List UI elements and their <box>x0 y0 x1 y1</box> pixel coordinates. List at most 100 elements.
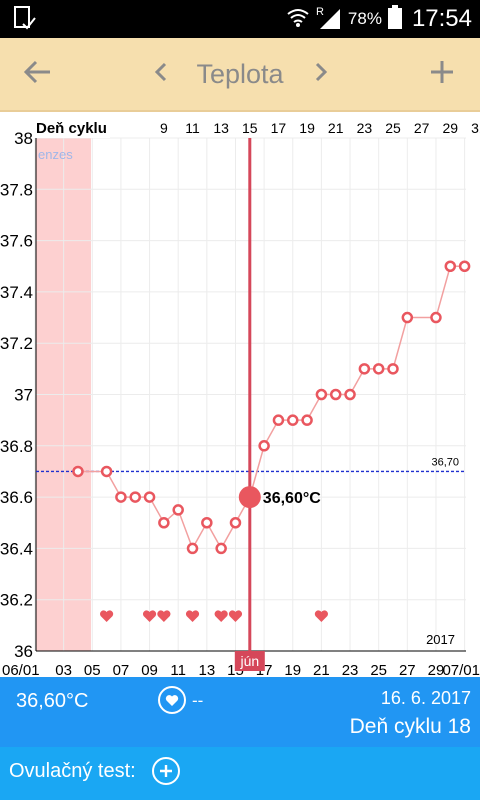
data-point <box>129 491 141 503</box>
cycle-tick-label: 23 <box>357 120 373 136</box>
y-tick-label: 37 <box>14 386 33 405</box>
cycle-tick-label: 9 <box>160 120 168 136</box>
battery-icon <box>387 5 402 33</box>
cycle-tick-label: 31 <box>471 120 480 136</box>
add-ovulation-test-button[interactable] <box>152 757 180 785</box>
date-tick-label: 27 <box>399 662 416 677</box>
cycle-tick-label: 27 <box>414 120 430 136</box>
coverline-label: 36,70 <box>431 456 459 468</box>
back-button[interactable] <box>14 38 62 110</box>
data-point <box>329 388 342 401</box>
roaming-label: R <box>316 6 324 18</box>
temperature-chart[interactable]: enzes 36 36.2 36.4 36.6 36.8 37 37.2 37.4 37.6 37.… <box>0 112 480 679</box>
y-tick-label: 36.8 <box>0 437 33 456</box>
selected-data-point <box>238 486 261 509</box>
data-point <box>215 542 227 555</box>
battery-percent: 78% <box>347 9 382 28</box>
y-tick-label: 37.6 <box>0 232 33 251</box>
cycle-label-bg <box>34 116 110 138</box>
ovulation-test-bar: Ovulačný test: <box>0 747 480 800</box>
data-point <box>358 363 371 375</box>
date-tick-label: 25 <box>370 662 387 677</box>
y-tick-label: 37.4 <box>0 283 33 302</box>
date-tick-label: 11 <box>170 662 186 677</box>
data-point <box>143 491 156 503</box>
data-point <box>229 517 242 529</box>
selected-point-label: 36,60°C <box>263 490 321 507</box>
data-point <box>272 414 285 426</box>
date-tick-label: 13 <box>198 662 215 677</box>
intercourse-value: -- <box>192 691 204 710</box>
data-point <box>458 260 471 272</box>
data-point <box>444 260 457 272</box>
data-point <box>401 311 414 324</box>
month-marker-label: jún <box>239 653 259 669</box>
y-tick-label: 37.2 <box>0 334 33 353</box>
cycle-tick-label: 15 <box>242 120 258 136</box>
data-point <box>201 517 213 529</box>
year-label: 2017 <box>426 632 455 647</box>
date-tick-label: 06/01 <box>2 662 40 677</box>
heart-icon <box>314 610 329 622</box>
page-title: Teplota <box>196 58 284 89</box>
heart-icon <box>228 610 243 622</box>
data-point <box>100 465 113 478</box>
prev-period-button[interactable] <box>146 38 176 110</box>
y-tick-label: 37.8 <box>0 180 33 199</box>
data-point <box>315 388 328 401</box>
cycle-tick-label: 17 <box>271 120 287 136</box>
date-tick-label: 21 <box>313 662 330 677</box>
date-tick-label: 07/01 <box>442 662 480 677</box>
chevron-right-icon <box>314 62 328 86</box>
cycle-tick-label: 21 <box>328 120 344 136</box>
heart-icon <box>165 694 179 706</box>
cycle-tick-label: 13 <box>213 120 229 136</box>
heart-icon <box>157 610 171 622</box>
data-point <box>387 363 399 375</box>
date-tick-label: 05 <box>84 662 101 677</box>
app-bar: Teplota <box>0 38 480 112</box>
date-tick-label: 19 <box>284 662 301 677</box>
selected-temperature: 36,60°C <box>16 690 89 712</box>
heart-icon <box>142 610 157 622</box>
heart-icon <box>214 610 228 622</box>
date-tick-label: 07 <box>113 662 130 677</box>
cycle-tick-label: 25 <box>385 120 401 136</box>
wifi-icon <box>286 6 310 32</box>
cycle-tick-label: 11 <box>185 120 200 136</box>
chevron-left-icon <box>154 62 168 86</box>
data-point <box>186 542 199 555</box>
heart-icon <box>185 610 200 622</box>
date-tick-label: 29 <box>428 662 445 677</box>
heart-icon <box>99 610 114 622</box>
data-point <box>287 414 299 426</box>
next-period-button[interactable] <box>306 38 336 110</box>
notification-download-icon <box>14 6 36 36</box>
info-bar: 36,60°C -- 16. 6. 2017 Deň cyklu 18 <box>0 677 480 747</box>
chart-svg[interactable]: enzes 36 36.2 36.4 36.6 36.8 37 37.2 37.4 37.6 37.… <box>0 112 480 679</box>
cycle-tick-label: 29 <box>442 120 458 136</box>
arrow-left-icon <box>23 60 52 88</box>
plus-icon <box>429 59 455 89</box>
y-tick-label: 36.6 <box>0 488 33 507</box>
intercourse-button[interactable] <box>158 686 186 714</box>
selected-date: 16. 6. 2017 <box>380 688 471 708</box>
date-tick-label: 09 <box>141 662 158 677</box>
status-bar: R 78% 17:54 <box>0 0 480 38</box>
data-point <box>115 491 127 503</box>
add-button[interactable] <box>420 38 464 110</box>
plus-icon <box>160 765 172 777</box>
y-tick-label: 38 <box>14 129 33 148</box>
clock: 17:54 <box>411 5 472 32</box>
y-tick-label: 36.2 <box>0 591 33 610</box>
data-point <box>172 504 184 516</box>
data-point <box>258 440 270 452</box>
data-point <box>72 465 84 478</box>
ovulation-test-label: Ovulačný test: <box>9 760 136 782</box>
date-tick-label: 23 <box>342 662 359 677</box>
cycle-axis-label: Deň cyklu <box>36 120 107 137</box>
y-tick-label: 36 <box>14 642 33 661</box>
data-point <box>430 311 442 324</box>
month-marker-box <box>234 651 265 671</box>
cycle-day: Deň cyklu 18 <box>349 715 471 738</box>
